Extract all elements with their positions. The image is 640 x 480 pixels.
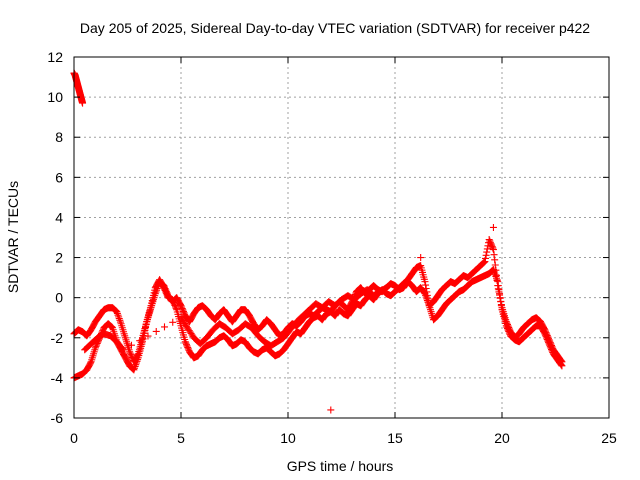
data-point xyxy=(483,248,491,256)
data-point xyxy=(491,256,499,264)
data-point xyxy=(423,288,431,296)
data-point xyxy=(480,259,488,267)
data-point xyxy=(118,345,126,353)
data-point xyxy=(417,254,425,262)
x-tick-label: 5 xyxy=(177,430,185,446)
data-point xyxy=(490,267,498,275)
data-point xyxy=(496,290,504,298)
data-point xyxy=(482,251,490,259)
data-point xyxy=(131,364,139,372)
y-tick-label: 4 xyxy=(55,209,63,225)
y-tick-label: -2 xyxy=(51,330,64,346)
data-point xyxy=(483,245,491,253)
data-point xyxy=(493,276,501,284)
data-point xyxy=(497,298,505,306)
chart-title: Day 205 of 2025, Sidereal Day-to-day VTE… xyxy=(80,20,590,36)
data-point xyxy=(133,357,141,365)
y-tick-label: 0 xyxy=(55,290,63,306)
data-point xyxy=(152,327,160,335)
data-point xyxy=(134,356,142,364)
data-point xyxy=(115,315,123,323)
data-point xyxy=(495,286,503,294)
x-axis-label: GPS time / hours xyxy=(287,458,394,474)
data-point xyxy=(480,258,488,266)
data-point xyxy=(557,360,565,368)
data-point xyxy=(382,284,390,292)
data-point xyxy=(496,294,504,302)
data-point xyxy=(132,359,140,367)
data-point xyxy=(382,284,390,292)
data-point xyxy=(79,99,87,107)
data-point xyxy=(423,291,431,299)
data-point xyxy=(489,266,497,274)
grid-lines xyxy=(74,57,609,418)
y-tick-label: 2 xyxy=(55,250,63,266)
data-point xyxy=(87,359,95,367)
y-tick-label: 12 xyxy=(47,49,63,65)
data-point xyxy=(144,332,152,340)
x-tick-label: 10 xyxy=(280,430,296,446)
y-axis-label: SDTVAR / TECUs xyxy=(5,181,21,293)
data-point xyxy=(425,298,433,306)
data-points xyxy=(70,69,566,414)
data-point xyxy=(489,223,497,231)
data-point xyxy=(169,318,177,326)
data-point xyxy=(494,282,502,290)
data-point xyxy=(127,341,135,349)
data-point xyxy=(119,346,127,354)
data-point xyxy=(481,254,489,262)
data-point xyxy=(492,272,500,280)
data-point xyxy=(114,311,122,319)
data-point xyxy=(490,251,498,259)
data-point xyxy=(132,361,140,369)
data-point xyxy=(422,284,430,292)
data-point xyxy=(116,318,124,326)
x-tick-label: 25 xyxy=(601,430,617,446)
data-point xyxy=(172,304,180,312)
data-point xyxy=(113,309,121,317)
data-point xyxy=(113,308,121,316)
data-point xyxy=(115,313,123,321)
y-tick-label: 6 xyxy=(55,169,63,185)
data-point xyxy=(492,274,500,282)
data-point xyxy=(491,261,499,269)
x-tick-label: 0 xyxy=(70,430,78,446)
data-point xyxy=(489,246,497,254)
y-tick-label: -4 xyxy=(51,370,64,386)
data-point xyxy=(489,244,497,252)
data-point xyxy=(424,295,432,303)
data-point xyxy=(558,362,566,370)
y-tick-label: -6 xyxy=(51,410,64,426)
axis-ticks: 0 5 10 15 20 25 -6 -4 -2 0 2 4 6 8 10 12 xyxy=(47,49,617,446)
y-tick-label: 10 xyxy=(47,89,63,105)
data-point xyxy=(160,323,168,331)
data-point xyxy=(130,366,138,374)
plot-frame xyxy=(73,56,610,419)
x-tick-label: 20 xyxy=(494,430,510,446)
x-tick-label: 15 xyxy=(387,430,403,446)
data-point xyxy=(491,271,499,279)
data-point xyxy=(136,337,144,345)
y-tick-label: 8 xyxy=(55,129,63,145)
data-point xyxy=(327,406,335,414)
data-point xyxy=(497,302,505,310)
data-point xyxy=(557,361,565,369)
data-point xyxy=(131,362,139,370)
data-point xyxy=(421,278,429,286)
data-point xyxy=(494,278,502,286)
data-point xyxy=(422,281,430,289)
data-point xyxy=(116,316,124,324)
data-point xyxy=(491,269,499,277)
data-point xyxy=(481,258,489,266)
